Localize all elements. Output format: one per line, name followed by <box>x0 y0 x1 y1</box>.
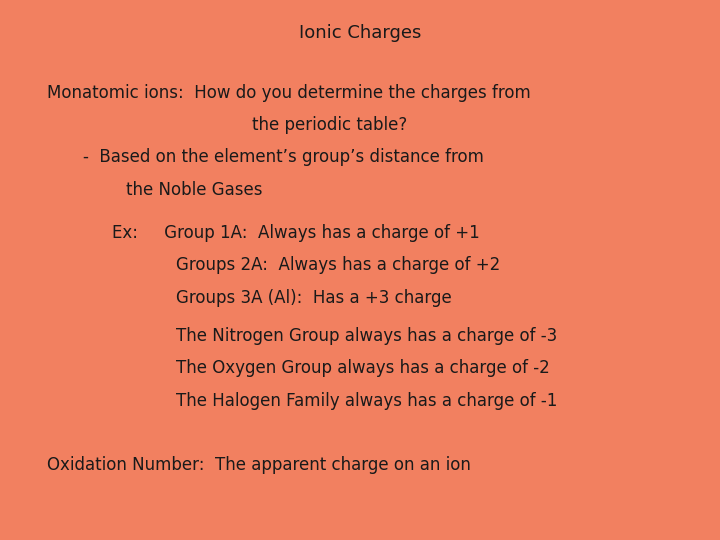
Text: the Noble Gases: the Noble Gases <box>126 181 263 199</box>
Text: Oxidation Number:  The apparent charge on an ion: Oxidation Number: The apparent charge on… <box>47 456 471 474</box>
Text: Ex:     Group 1A:  Always has a charge of +1: Ex: Group 1A: Always has a charge of +1 <box>112 224 480 242</box>
Text: Groups 2A:  Always has a charge of +2: Groups 2A: Always has a charge of +2 <box>176 256 500 274</box>
Text: the periodic table?: the periodic table? <box>252 116 408 134</box>
Text: The Oxygen Group always has a charge of -2: The Oxygen Group always has a charge of … <box>176 359 550 377</box>
Text: The Halogen Family always has a charge of -1: The Halogen Family always has a charge o… <box>176 392 558 409</box>
Text: Monatomic ions:  How do you determine the charges from: Monatomic ions: How do you determine the… <box>47 84 531 102</box>
Text: Groups 3A (Al):  Has a +3 charge: Groups 3A (Al): Has a +3 charge <box>176 289 452 307</box>
Text: Ionic Charges: Ionic Charges <box>299 24 421 42</box>
Text: -  Based on the element’s group’s distance from: - Based on the element’s group’s distanc… <box>83 148 484 166</box>
Text: The Nitrogen Group always has a charge of -3: The Nitrogen Group always has a charge o… <box>176 327 558 345</box>
